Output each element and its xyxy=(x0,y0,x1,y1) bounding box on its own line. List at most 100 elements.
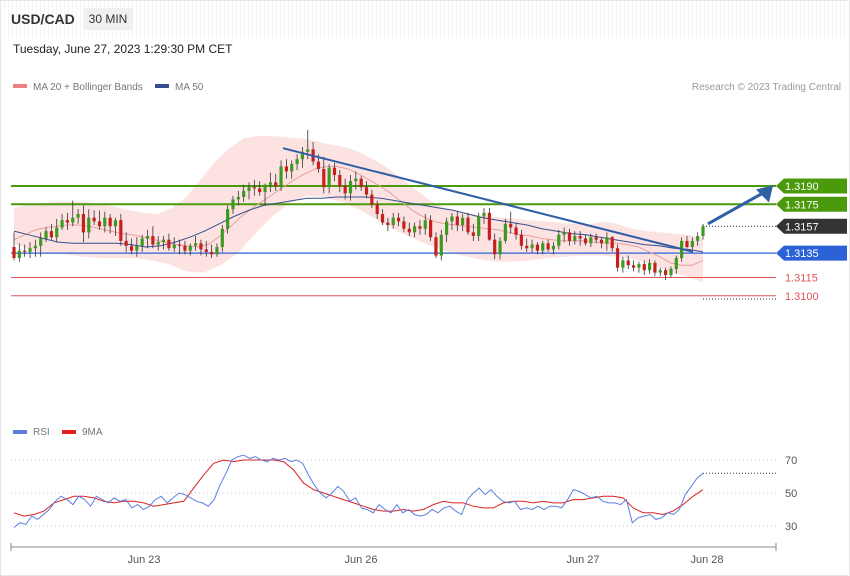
candle xyxy=(49,223,53,240)
ma50-legend-label: MA 50 xyxy=(175,82,204,93)
candle xyxy=(519,229,524,250)
candle xyxy=(236,190,240,206)
candle-body xyxy=(263,184,267,193)
candle xyxy=(210,244,214,258)
candle-body xyxy=(327,167,331,188)
candle-body xyxy=(429,220,433,238)
candle xyxy=(653,260,657,277)
candle-body xyxy=(108,217,112,227)
candle xyxy=(599,237,604,249)
candle xyxy=(455,211,459,232)
candle-body xyxy=(145,236,150,239)
candle xyxy=(300,146,305,168)
candle xyxy=(12,232,16,261)
candle xyxy=(429,215,433,241)
candle xyxy=(530,239,534,254)
candle xyxy=(546,239,550,252)
candle xyxy=(338,170,342,193)
candle-body xyxy=(386,222,390,226)
candle-body xyxy=(445,221,449,235)
candle-body xyxy=(39,238,43,246)
rsi-panel: 70 50 30 xyxy=(11,454,797,533)
candle-body xyxy=(12,247,16,258)
candle-body xyxy=(55,227,59,238)
rsi-tick-30: 30 xyxy=(785,521,797,533)
candle xyxy=(17,243,21,262)
candle-body xyxy=(316,161,321,169)
candle xyxy=(402,216,406,233)
candle xyxy=(696,232,700,246)
candle xyxy=(23,244,27,257)
candle-body xyxy=(252,187,256,189)
candle-body xyxy=(129,245,134,251)
level-label-1.3100: 1.3100 xyxy=(785,291,819,303)
bollinger-band xyxy=(14,136,703,283)
candle-body xyxy=(151,236,155,245)
candle xyxy=(562,227,566,243)
candle xyxy=(124,232,128,252)
candle xyxy=(140,234,144,252)
candle xyxy=(386,217,390,232)
candle-body xyxy=(172,244,176,249)
candle xyxy=(647,259,652,274)
candle-body xyxy=(567,232,572,241)
candle xyxy=(242,184,246,202)
candle-body xyxy=(332,167,337,176)
rsi-tick-70: 70 xyxy=(785,455,797,467)
candle xyxy=(423,214,427,235)
candle xyxy=(370,189,374,208)
candle-body xyxy=(461,217,465,226)
candle-body xyxy=(631,265,636,268)
candle-body xyxy=(412,226,417,233)
candle xyxy=(509,211,513,234)
candle-body xyxy=(482,212,486,217)
candle xyxy=(364,181,369,199)
candle-body xyxy=(503,223,507,241)
candle-body xyxy=(493,239,497,255)
candle-body xyxy=(87,217,91,233)
header-bar xyxy=(1,1,847,37)
candle xyxy=(348,175,353,201)
candle-body xyxy=(615,248,620,268)
candle-body xyxy=(562,232,566,235)
candle-body xyxy=(284,166,288,172)
candle-body xyxy=(370,194,374,205)
candle-body xyxy=(525,245,529,249)
candle-body xyxy=(231,199,235,210)
candle xyxy=(669,266,673,278)
candle xyxy=(279,160,283,191)
candle-body xyxy=(519,234,524,246)
candle-body xyxy=(33,245,37,249)
candle-body xyxy=(343,186,347,194)
candle xyxy=(161,236,166,250)
candle xyxy=(493,233,497,260)
candle xyxy=(129,238,134,255)
candle-body xyxy=(81,214,86,233)
candle xyxy=(215,243,219,257)
candle xyxy=(471,223,475,241)
candle-body xyxy=(28,248,32,252)
candle xyxy=(172,237,176,252)
candle-body xyxy=(247,187,251,191)
timeframe-badge[interactable]: 30 MIN xyxy=(83,8,133,30)
candle xyxy=(690,237,694,250)
candle xyxy=(354,171,358,190)
forecast-arrow-shaft xyxy=(707,191,765,226)
candle xyxy=(258,181,262,196)
candle-body xyxy=(450,216,454,222)
candle-body xyxy=(359,178,363,188)
candle xyxy=(589,233,593,247)
candle xyxy=(498,237,502,260)
candle xyxy=(290,160,294,179)
candle xyxy=(434,232,438,258)
rsi-legend: RSI 9MA xyxy=(13,427,103,438)
candle xyxy=(503,218,507,244)
candle xyxy=(450,212,454,230)
candle-body xyxy=(92,217,96,222)
level-label-1.3175: 1.3175 xyxy=(785,199,819,211)
candle xyxy=(113,217,118,237)
candle xyxy=(119,214,123,246)
level-tag-1.3190 xyxy=(776,178,847,194)
candle xyxy=(274,173,278,191)
candle-body xyxy=(44,231,48,239)
